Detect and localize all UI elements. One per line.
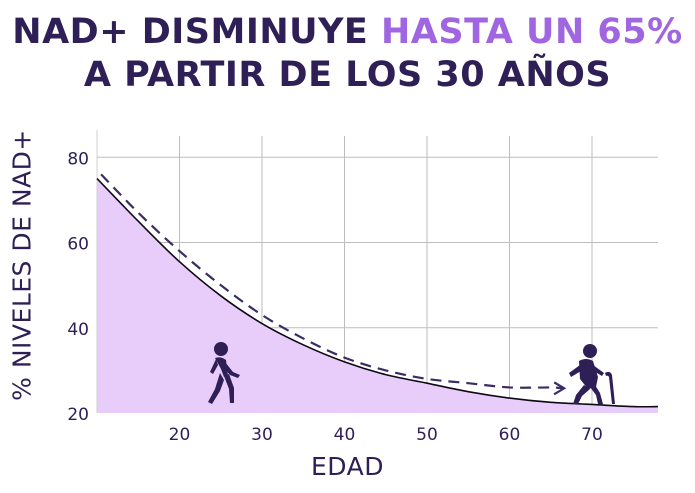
solid-series-line bbox=[96, 178, 659, 408]
chart-title-line-2: A PARTIR DE LOS 30 AÑOS bbox=[83, 55, 612, 95]
chart-title-line-1: NAD+ DISMINUYE HASTA UN 65% bbox=[0, 12, 695, 52]
x-tick-label: 20 bbox=[169, 425, 191, 445]
area-layer bbox=[97, 178, 658, 413]
y-tick-label: 80 bbox=[67, 149, 89, 169]
x-tick-label: 60 bbox=[499, 425, 521, 445]
y-tick-label: 60 bbox=[67, 235, 89, 255]
walking-person-icon bbox=[208, 342, 240, 404]
title-prefix: NAD+ DISMINUYE bbox=[12, 12, 382, 52]
icon-layer bbox=[208, 342, 615, 404]
title-highlight: HASTA UN 65% bbox=[381, 12, 683, 52]
line-layer bbox=[96, 173, 659, 408]
y-axis-label: % NIVELES DE NAD+ bbox=[7, 129, 37, 401]
elderly-person-with-cane-icon bbox=[569, 344, 615, 404]
dashed-series-line bbox=[100, 173, 564, 390]
y-tick-label: 40 bbox=[67, 320, 89, 340]
x-tick-label: 30 bbox=[251, 425, 273, 445]
y-tick-label: 20 bbox=[67, 405, 89, 425]
x-tick-label: 50 bbox=[416, 425, 438, 445]
area-fill bbox=[97, 178, 658, 413]
x-tick-label: 70 bbox=[581, 425, 603, 445]
dashed-arrowhead bbox=[553, 381, 567, 396]
x-axis-label: EDAD bbox=[311, 452, 384, 481]
axis-layer: 20 40 60 80 20 30 40 50 60 70 bbox=[67, 130, 603, 445]
x-tick-label: 40 bbox=[334, 425, 356, 445]
